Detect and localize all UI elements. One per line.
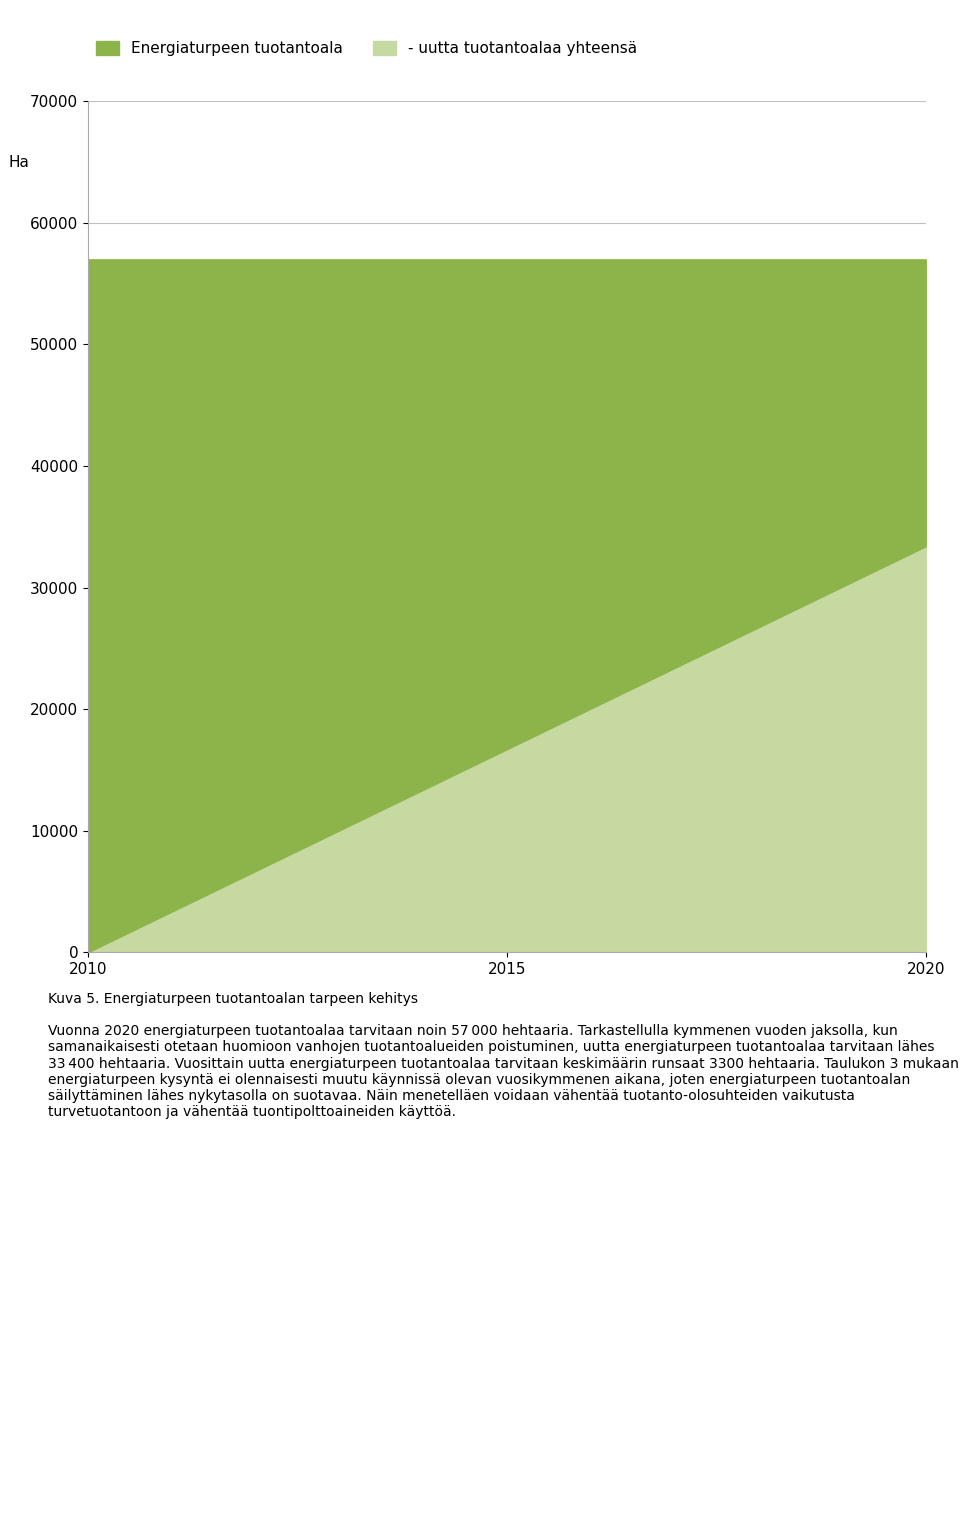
Text: Kuva 5. Energiaturpeen tuotantoalan tarpeen kehitys

Vuonna 2020 energiaturpeen : Kuva 5. Energiaturpeen tuotantoalan tarp… xyxy=(48,992,959,1119)
Legend: Energiaturpeen tuotantoala, - uutta tuotantoalaa yhteensä: Energiaturpeen tuotantoala, - uutta tuot… xyxy=(96,41,637,56)
Text: Ha: Ha xyxy=(9,154,30,169)
